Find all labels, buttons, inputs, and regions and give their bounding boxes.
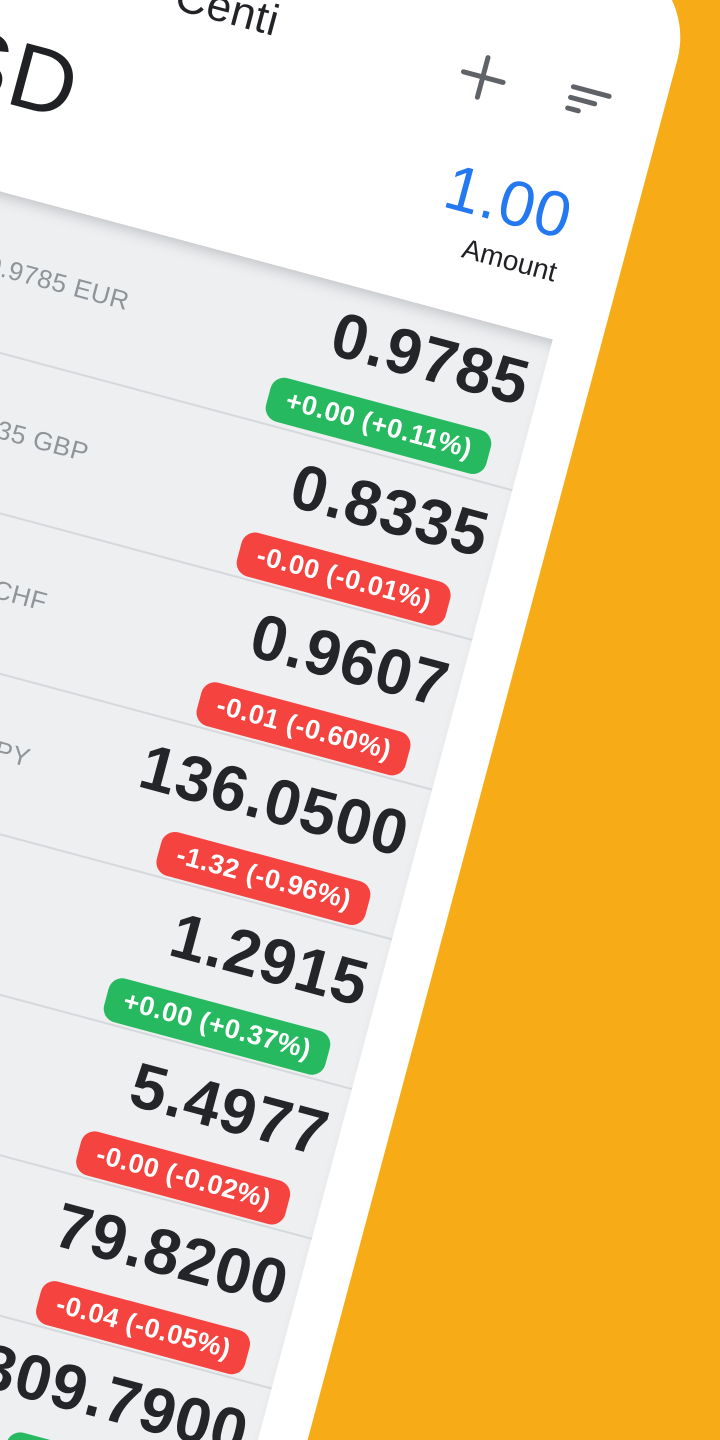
phone-screenshot: Centi USD 1.00 Amount 0.9785 EUR 0.9785 … xyxy=(0,0,700,1440)
currency-rate-list: 0.9785 EUR 0.9785 +0.00 (+0.11%) 0.8335 … xyxy=(0,139,553,1440)
